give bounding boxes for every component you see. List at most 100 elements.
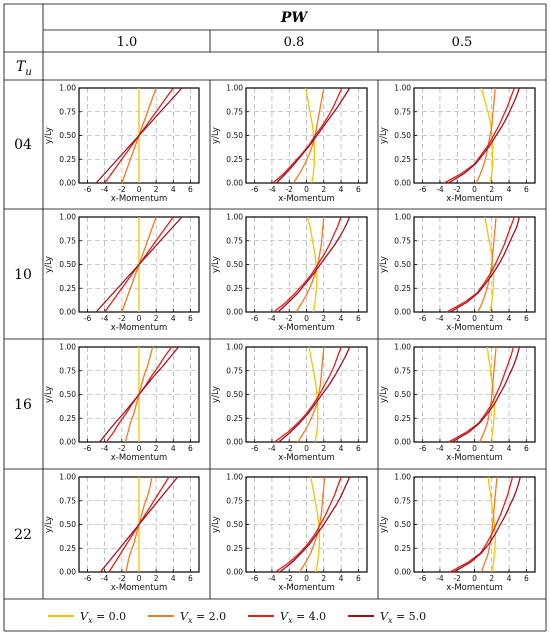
x-tick-label: -4 — [268, 185, 276, 194]
x-tick-label: -2 — [118, 574, 126, 583]
y-tick-label: 0.50 — [226, 260, 243, 269]
y-tick-label: 0.25 — [226, 284, 243, 293]
x-tick-label: 4 — [339, 574, 344, 583]
y-tick-label: 0.00 — [59, 308, 76, 317]
y-tick-label: 0.50 — [394, 390, 411, 399]
series-line-3 — [274, 346, 342, 443]
series-line-4 — [451, 346, 521, 443]
x-tick-label: 6 — [356, 574, 361, 583]
x-tick-label: -4 — [436, 444, 444, 453]
y-tick-label: 0.75 — [394, 236, 411, 245]
x-tick-label: -4 — [436, 314, 444, 323]
y-tick-label: 1.00 — [226, 84, 243, 93]
series-line-3 — [275, 476, 342, 573]
series-line-2 — [475, 87, 496, 184]
x-axis-label: x-Momentum — [446, 583, 503, 593]
y-axis-label: y/Ly — [379, 127, 389, 144]
y-tick-label: 0.75 — [59, 366, 76, 375]
y-tick-label: 0.25 — [226, 155, 243, 164]
panel-Tu16-PW0.8: -6 -4 -2 0 2 4 6 0.00 0.25 0.50 0.75 1.00 x-Momentum… — [211, 343, 368, 463]
y-axis-label: y/Ly — [211, 516, 221, 533]
x-axis-label: x-Momentum — [278, 323, 335, 333]
x-tick-label: -2 — [453, 444, 461, 453]
y-axis-label: y/Ly — [379, 256, 389, 273]
x-tick-label: 6 — [356, 314, 361, 323]
series-line-1 — [484, 216, 495, 313]
y-axis-label: y/Ly — [211, 127, 221, 144]
x-tick-label: -2 — [285, 444, 293, 453]
x-tick-label: 4 — [339, 314, 344, 323]
series-line-1 — [480, 87, 494, 184]
x-tick-label: -6 — [251, 444, 259, 453]
y-tick-label: 0.75 — [394, 366, 411, 375]
y-tick-label: 0.75 — [394, 496, 411, 505]
x-tick-label: -4 — [101, 185, 109, 194]
x-tick-label: 6 — [524, 314, 529, 323]
x-tick-label: -6 — [419, 444, 427, 453]
x-axis-label: x-Momentum — [446, 323, 503, 333]
x-tick-label: 6 — [524, 185, 529, 194]
x-tick-label: -6 — [84, 574, 92, 583]
x-axis-label: x-Momentum — [278, 453, 335, 463]
x-tick-label: 4 — [171, 314, 176, 323]
y-tick-label: 0.00 — [59, 438, 76, 447]
y-tick-label: 0.00 — [226, 568, 243, 577]
y-tick-label: 0.25 — [59, 414, 76, 423]
series-line-1 — [487, 476, 496, 573]
x-tick-label: -6 — [251, 574, 259, 583]
series-line-3 — [446, 216, 515, 313]
x-tick-label: -4 — [101, 314, 109, 323]
y-axis-label: y/Ly — [44, 386, 54, 403]
series-line-1 — [310, 476, 321, 573]
x-tick-label: -6 — [251, 314, 259, 323]
x-tick-label: 2 — [154, 574, 159, 583]
x-tick-label: -2 — [285, 574, 293, 583]
legend: Vx = 0.0 Vx = 2.0 Vx = 4.0 Vx = 5.0 — [48, 610, 426, 625]
x-tick-label: 4 — [507, 574, 512, 583]
x-tick-label: -4 — [101, 444, 109, 453]
x-tick-label: 2 — [154, 185, 159, 194]
y-tick-label: 0.50 — [394, 260, 411, 269]
y-tick-label: 0.50 — [226, 520, 243, 529]
y-axis-label: y/Ly — [211, 386, 221, 403]
series-line-4 — [279, 476, 351, 573]
column-header-2: 0.8 — [284, 35, 305, 50]
series-line-4 — [95, 216, 183, 313]
series-line-1 — [486, 346, 496, 443]
y-tick-label: 0.75 — [226, 496, 243, 505]
y-tick-label: 0.00 — [226, 179, 243, 188]
panel-Tu10-PW1.0: -6 -4 -2 0 2 4 6 0.00 0.25 0.50 0.75 1.00 x-Momentum… — [44, 213, 200, 333]
x-tick-label: 0 — [137, 314, 142, 323]
y-tick-label: 0.75 — [394, 107, 411, 116]
row-header-tu: Tu — [16, 59, 32, 78]
x-tick-label: 0 — [472, 185, 477, 194]
column-header-1: 1.0 — [117, 35, 138, 50]
x-tick-label: -6 — [419, 314, 427, 323]
x-tick-label: 0 — [304, 314, 309, 323]
y-tick-label: 1.00 — [394, 343, 411, 352]
y-tick-label: 1.00 — [59, 343, 76, 352]
y-tick-label: 0.50 — [59, 131, 76, 140]
series-line-4 — [448, 87, 521, 184]
x-tick-label: 2 — [154, 444, 159, 453]
x-tick-label: 2 — [321, 444, 326, 453]
y-tick-label: 0.00 — [226, 308, 243, 317]
x-tick-label: -2 — [118, 314, 126, 323]
x-axis-label: x-Momentum — [446, 194, 503, 204]
x-tick-label: 4 — [171, 185, 176, 194]
series-line-1 — [308, 346, 319, 443]
table-frame — [3, 3, 547, 632]
y-tick-label: 1.00 — [59, 473, 76, 482]
x-tick-label: -2 — [453, 185, 461, 194]
x-tick-label: 6 — [188, 314, 193, 323]
y-tick-label: 1.00 — [226, 343, 243, 352]
y-axis-label: y/Ly — [379, 386, 389, 403]
series-line-4 — [95, 87, 183, 184]
y-tick-label: 0.25 — [394, 544, 411, 553]
y-tick-label: 1.00 — [59, 213, 76, 222]
y-tick-label: 0.75 — [59, 236, 76, 245]
legend-label-1: Vx = 0.0 — [80, 610, 126, 625]
y-tick-label: 0.00 — [394, 568, 411, 577]
row-label-3: 16 — [14, 397, 32, 413]
x-tick-label: -4 — [436, 185, 444, 194]
